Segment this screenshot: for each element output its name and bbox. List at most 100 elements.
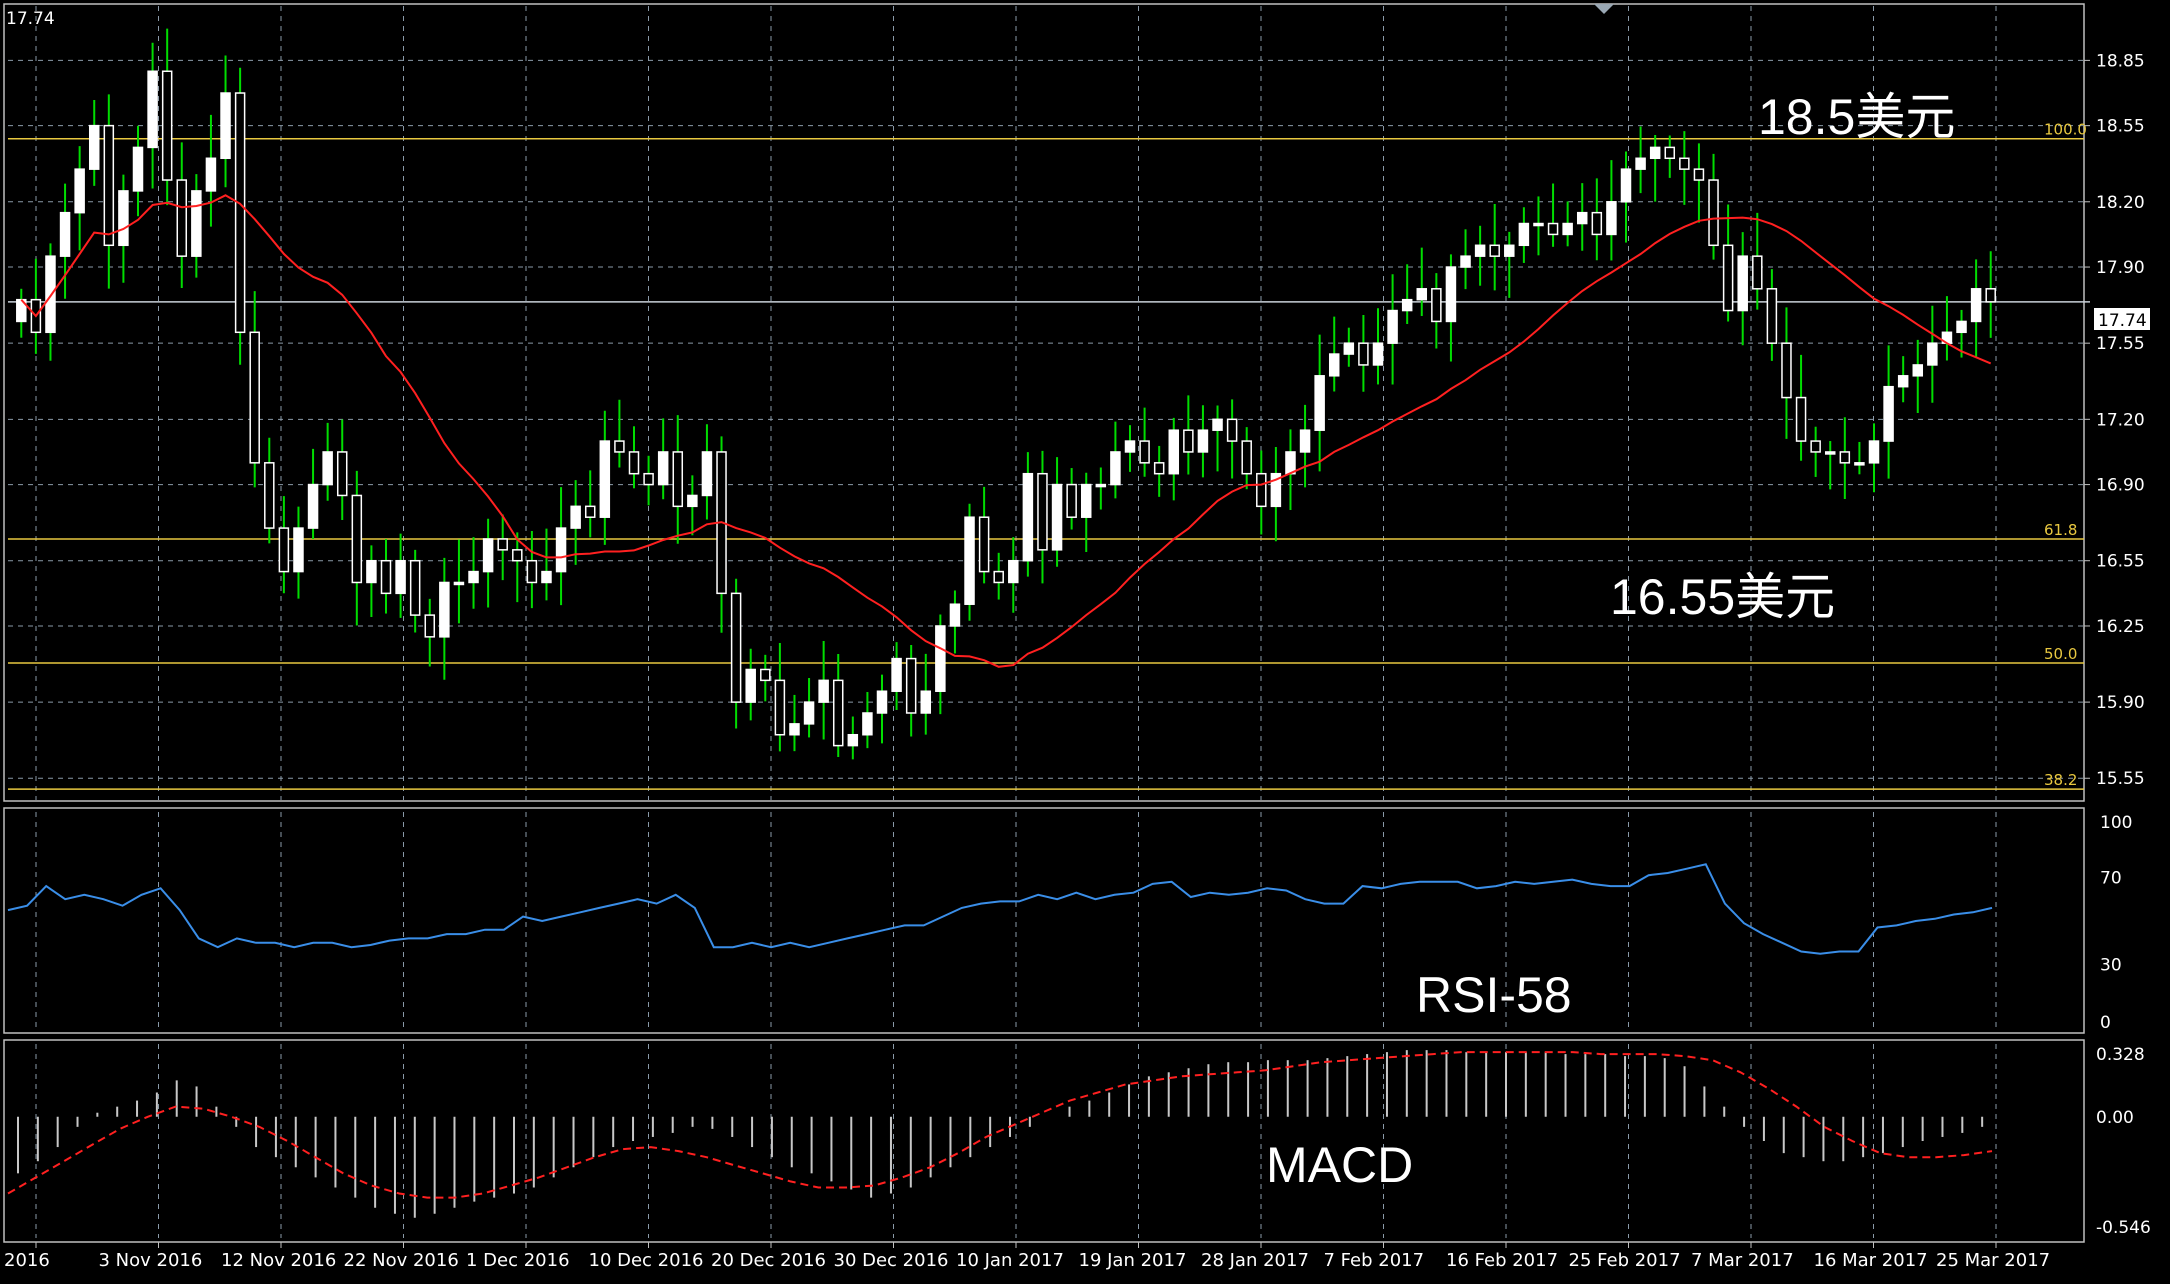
candle-body	[1372, 342, 1384, 366]
candle-body	[1358, 342, 1369, 366]
rsi-line	[7, 863, 1993, 955]
candle-body	[16, 298, 27, 323]
candle-body	[176, 179, 188, 257]
x-tick-label: 20 Dec 2016	[711, 1250, 826, 1271]
candle-body	[395, 559, 406, 595]
x-tick-label: 19 Jan 2017	[1079, 1250, 1187, 1271]
candle-body	[599, 440, 611, 518]
candle-body	[1591, 211, 1603, 236]
rsi-y-tick: 100	[2100, 813, 2132, 833]
macd-y-tick: 0.00	[2096, 1108, 2134, 1128]
candle-body	[1401, 298, 1413, 312]
candle-body	[1839, 451, 1851, 464]
last-price-tag-label: 17.74	[2098, 311, 2147, 331]
candle-body	[45, 255, 56, 334]
candle-body	[876, 690, 888, 714]
candle-body	[205, 157, 217, 192]
candle-body	[1897, 375, 1909, 388]
candle-body	[891, 657, 902, 692]
candle-body	[482, 538, 494, 573]
candle-body	[1679, 157, 1690, 170]
candle-body	[949, 603, 961, 627]
candle-body	[161, 70, 173, 181]
x-tick-label: 3 Nov 2016	[99, 1250, 203, 1271]
rsi-y-tick: 70	[2100, 868, 2122, 888]
candle-body	[453, 581, 465, 586]
x-tick-label: 16 Mar 2017	[1814, 1250, 1928, 1271]
candle-body	[1241, 440, 1252, 475]
x-tick-label: 25 Mar 2017	[1936, 1250, 2050, 1271]
candle-body	[118, 190, 129, 247]
price-y-tick: 17.55	[2096, 334, 2145, 354]
candle-body	[1124, 440, 1136, 453]
candle-body	[774, 679, 786, 736]
candle-body	[1824, 451, 1836, 455]
candle-body	[1576, 211, 1588, 225]
candle-body	[526, 559, 538, 584]
candle-body	[1854, 462, 1865, 466]
candle-body	[1970, 288, 1982, 323]
candle-body	[1708, 179, 1719, 247]
top-left-price-label: 17.74	[6, 9, 55, 29]
x-tick-label: 25 Feb 2017	[1569, 1250, 1681, 1271]
candle-body	[1095, 483, 1107, 488]
candle-body	[1518, 222, 1530, 247]
candle-body	[424, 614, 436, 638]
candle-body	[1547, 222, 1559, 236]
candle-body	[818, 679, 829, 703]
candle-body	[322, 451, 333, 486]
fibo-label: 100.0	[2044, 121, 2087, 139]
candle-body	[701, 451, 713, 497]
candle-body	[1606, 201, 1617, 236]
candle-body	[1752, 255, 1763, 290]
candle-body	[293, 527, 304, 573]
candle-body	[1781, 342, 1792, 399]
candle-body	[1314, 375, 1325, 431]
candle-body	[832, 679, 844, 747]
candle-body	[1299, 429, 1311, 453]
x-tick-label: 28 Jan 2017	[1201, 1250, 1309, 1271]
candle-body	[1810, 440, 1821, 453]
candle-body	[789, 723, 800, 736]
annotation-macd: MACD	[1266, 1137, 1413, 1193]
rsi-indicator	[7, 863, 1993, 955]
annotation-rsi: RSI-58	[1416, 967, 1572, 1023]
candle-body	[643, 472, 654, 486]
candle-body	[439, 581, 450, 638]
candle-body	[307, 483, 319, 529]
price-y-tick: 17.90	[2096, 258, 2145, 278]
x-tick-label: 30 Dec 2016	[834, 1250, 949, 1271]
candle-body	[336, 451, 348, 497]
candle-body	[1620, 168, 1632, 203]
candle-body	[1927, 342, 1938, 366]
panel-frames	[3, 3, 2085, 1243]
candle-body	[1197, 429, 1209, 453]
price-y-tick: 18.55	[2096, 117, 2145, 137]
candle-body	[1212, 418, 1223, 431]
candle-body	[803, 701, 815, 725]
candle-body	[935, 625, 946, 692]
candle-body	[1504, 244, 1515, 257]
price-y-tick: 17.20	[2096, 410, 2145, 430]
candle-body	[1533, 222, 1544, 227]
candle-body	[468, 570, 479, 584]
candle-body	[1474, 244, 1486, 257]
x-tick-label: 7 Feb 2017	[1324, 1250, 1425, 1271]
candle-body	[730, 592, 742, 703]
candle-body	[1956, 320, 1967, 334]
candle-body	[584, 505, 596, 518]
candle-body	[1080, 483, 1092, 518]
rsi-panel-frame	[3, 807, 2085, 1034]
moving-average	[20, 194, 1992, 668]
candle-body	[1110, 451, 1121, 486]
candle-body	[847, 733, 859, 747]
candle-body	[1037, 472, 1048, 551]
macd-y-tick: -0.546	[2096, 1218, 2151, 1238]
x-tick-label: 2016	[4, 1250, 50, 1271]
annotation-upper: 18.5美元	[1758, 89, 1955, 145]
candlesticks	[16, 28, 1996, 760]
candle-body	[1795, 396, 1807, 442]
candle-body	[1912, 364, 1924, 377]
candle-body	[1664, 146, 1676, 160]
